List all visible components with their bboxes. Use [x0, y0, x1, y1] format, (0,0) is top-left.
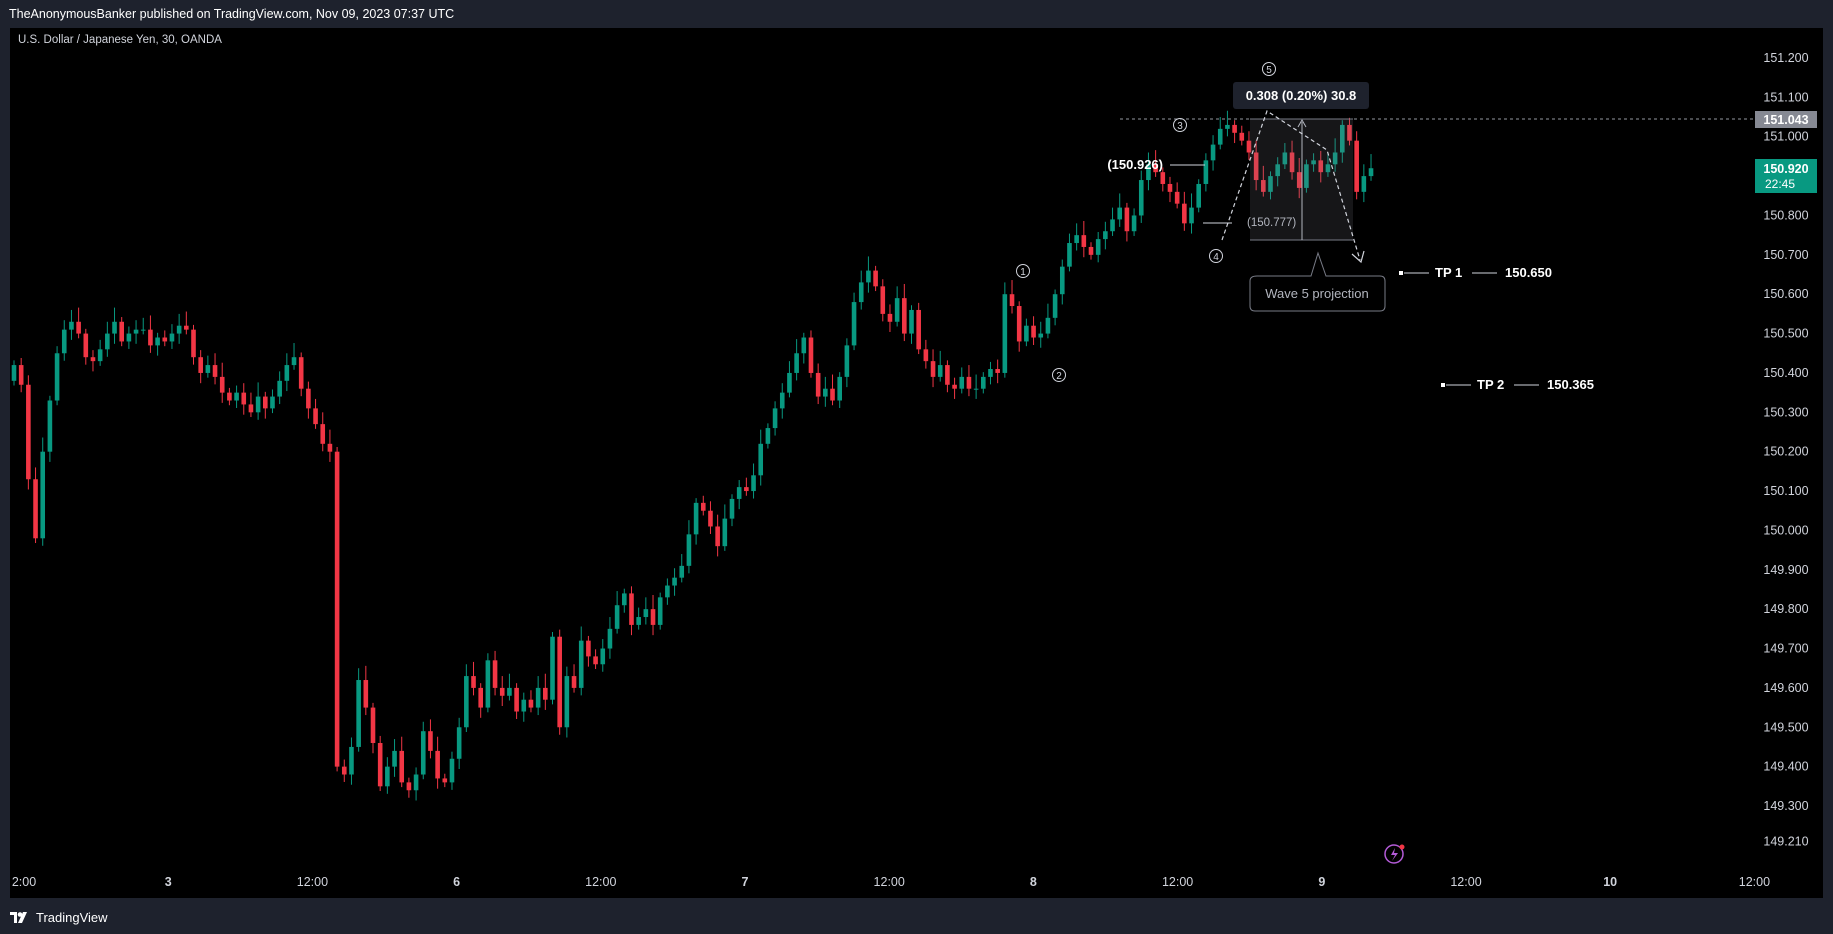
brand-label: TradingView: [36, 910, 108, 925]
chart-area[interactable]: [10, 28, 1823, 898]
tradingview-brand[interactable]: TradingView: [10, 910, 108, 925]
symbol-title: U.S. Dollar / Japanese Yen, 30, OANDA: [18, 34, 222, 46]
tradingview-logo-icon: [10, 911, 27, 923]
publish-header: TheAnonymousBanker published on TradingV…: [0, 0, 1833, 28]
footer-bar: [0, 898, 1833, 934]
